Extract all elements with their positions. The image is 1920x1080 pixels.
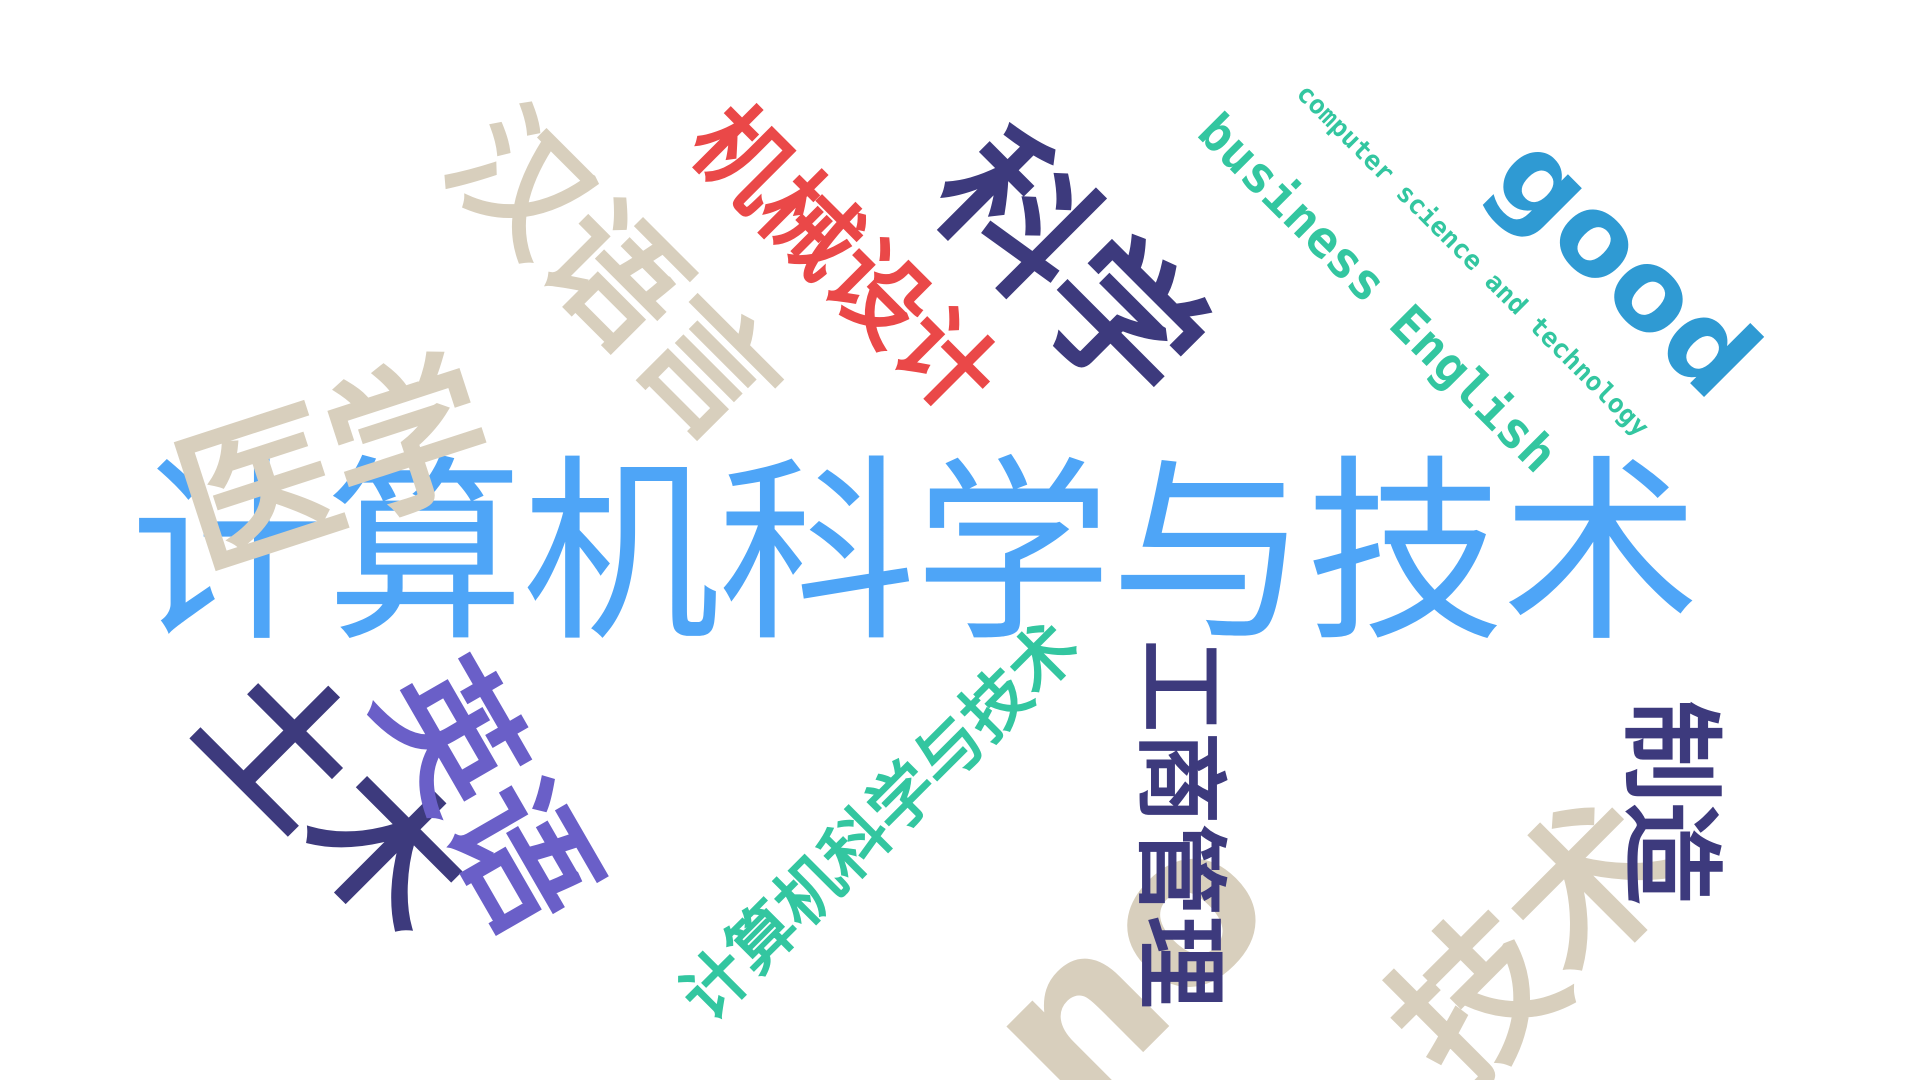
word-main-major: 计算机科学与技术 <box>130 438 1700 669</box>
word-good: good <box>1469 108 1784 423</box>
word-business-admin: 工商管理 <box>1126 640 1233 1009</box>
word-manufacturing: 制造 <box>1610 700 1729 904</box>
